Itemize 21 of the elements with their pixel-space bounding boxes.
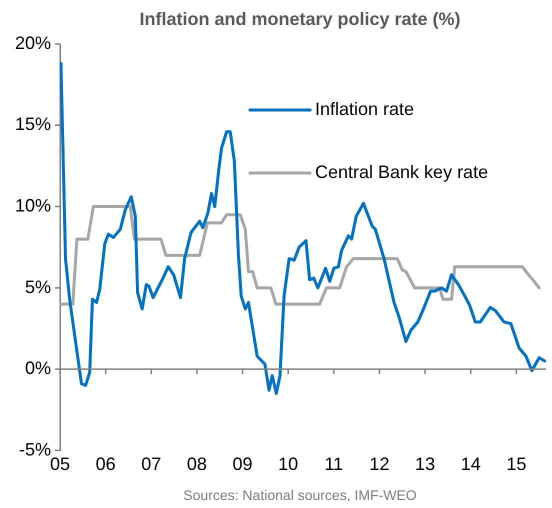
x-tick-label: 07 — [141, 454, 162, 474]
x-tick-label: 12 — [369, 454, 390, 474]
x-tick-label: 13 — [415, 454, 436, 474]
y-tick-label: 10% — [14, 196, 52, 216]
y-tick-label: -5% — [19, 439, 52, 460]
x-tick-label: 11 — [324, 454, 344, 474]
y-tick-label: 20% — [14, 32, 52, 53]
x-tick-label: 09 — [232, 454, 253, 474]
source-note: Sources: National sources, IMF-WEO — [183, 486, 417, 503]
x-tick-label: 15 — [506, 454, 526, 474]
x-tick-label: 14 — [460, 454, 481, 474]
x-tick-label: 10 — [278, 454, 298, 474]
x-tick-label: 06 — [96, 454, 116, 474]
x-tick-label: 05 — [50, 454, 70, 474]
y-tick-label: 5% — [25, 276, 52, 297]
legend-label: Central Bank key rate — [315, 162, 488, 182]
legend-label: Inflation rate — [315, 98, 414, 119]
y-tick-label: 0% — [25, 358, 52, 378]
y-tick-label: 15% — [14, 114, 52, 134]
x-tick-label: 08 — [186, 454, 207, 474]
chart-title: Inflation and monetary policy rate (%) — [139, 8, 461, 29]
